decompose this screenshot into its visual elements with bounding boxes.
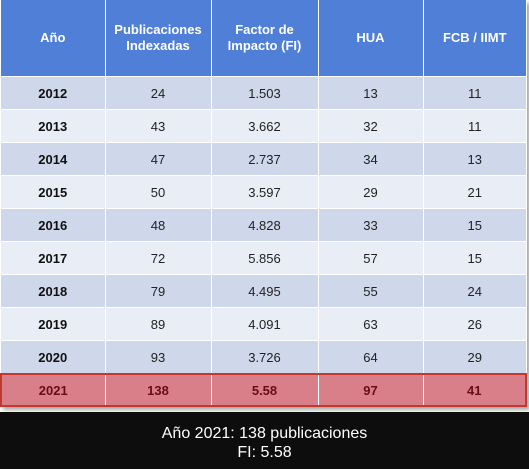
table-body: 2012 24 1.503 13 11 2013 43 3.662 32 11 2014 47 2.73… <box>0 76 527 407</box>
table-row: 2012 24 1.503 13 11 <box>1 76 526 110</box>
cell-year: 2018 <box>1 274 106 308</box>
table-row: 2017 72 5.856 57 15 <box>1 241 526 275</box>
cell-publications: 50 <box>105 175 212 209</box>
cell-year: 2016 <box>1 208 106 242</box>
cell-hua: 64 <box>318 340 424 374</box>
cell-year: 2020 <box>1 340 106 374</box>
cell-fcb-iimt: 29 <box>423 340 526 374</box>
cell-fcb-iimt: 11 <box>423 76 526 110</box>
cell-impact-factor: 3.597 <box>211 175 319 209</box>
cell-impact-factor: 3.662 <box>211 109 319 143</box>
cell-publications: 138 <box>105 373 212 407</box>
cell-impact-factor: 3.726 <box>211 340 319 374</box>
cell-impact-factor: 5.58 <box>211 373 319 407</box>
publications-table: Año Publicaciones Indexadas Factor de Im… <box>0 0 527 407</box>
cell-publications: 48 <box>105 208 212 242</box>
cell-fcb-iimt: 11 <box>423 109 526 143</box>
cell-year: 2021 <box>0 373 106 407</box>
cell-impact-factor: 4.828 <box>211 208 319 242</box>
header-impact-factor: Factor de Impacto (FI) <box>211 0 319 77</box>
summary-caption: Año 2021: 138 publicaciones FI: 5.58 <box>0 412 529 469</box>
cell-year: 2015 <box>1 175 106 209</box>
cell-publications: 43 <box>105 109 212 143</box>
cell-impact-factor: 4.495 <box>211 274 319 308</box>
header-year: Año <box>1 0 106 77</box>
cell-hua: 55 <box>318 274 424 308</box>
cell-year: 2014 <box>1 142 106 176</box>
caption-line-1: Año 2021: 138 publicaciones <box>161 425 368 442</box>
cell-hua: 63 <box>318 307 424 341</box>
cell-impact-factor: 1.503 <box>211 76 319 110</box>
cell-hua: 13 <box>318 76 424 110</box>
cell-year: 2017 <box>1 241 106 275</box>
caption-line-2: FI: 5.58 <box>237 444 292 461</box>
table-row: 2015 50 3.597 29 21 <box>1 175 526 209</box>
cell-publications: 47 <box>105 142 212 176</box>
table-row: 2016 48 4.828 33 15 <box>1 208 526 242</box>
cell-hua: 32 <box>318 109 424 143</box>
cell-hua: 33 <box>318 208 424 242</box>
table-row-highlighted: 2021 138 5.58 97 41 <box>0 373 527 407</box>
cell-hua: 57 <box>318 241 424 275</box>
table-row: 2018 79 4.495 55 24 <box>1 274 526 308</box>
header-fcb-iimt: FCB / IIMT <box>423 0 526 77</box>
cell-publications: 72 <box>105 241 212 275</box>
cell-fcb-iimt: 21 <box>423 175 526 209</box>
cell-fcb-iimt: 15 <box>423 241 526 275</box>
cell-year: 2012 <box>1 76 106 110</box>
cell-fcb-iimt: 13 <box>423 142 526 176</box>
table-row: 2019 89 4.091 63 26 <box>1 307 526 341</box>
cell-publications: 93 <box>105 340 212 374</box>
cell-year: 2019 <box>1 307 106 341</box>
cell-hua: 34 <box>318 142 424 176</box>
cell-impact-factor: 2.737 <box>211 142 319 176</box>
cell-fcb-iimt: 24 <box>423 274 526 308</box>
table-row: 2020 93 3.726 64 29 <box>1 340 526 374</box>
cell-hua: 97 <box>318 373 424 407</box>
cell-fcb-iimt: 15 <box>423 208 526 242</box>
cell-hua: 29 <box>318 175 424 209</box>
header-publications: Publicaciones Indexadas <box>105 0 212 77</box>
header-hua: HUA <box>318 0 424 77</box>
cell-fcb-iimt: 41 <box>423 373 527 407</box>
header-row: Año Publicaciones Indexadas Factor de Im… <box>1 0 526 77</box>
cell-impact-factor: 4.091 <box>211 307 319 341</box>
cell-publications: 89 <box>105 307 212 341</box>
cell-impact-factor: 5.856 <box>211 241 319 275</box>
cell-fcb-iimt: 26 <box>423 307 526 341</box>
cell-publications: 79 <box>105 274 212 308</box>
table-header: Año Publicaciones Indexadas Factor de Im… <box>1 0 526 77</box>
cell-year: 2013 <box>1 109 106 143</box>
cell-publications: 24 <box>105 76 212 110</box>
table-row: 2013 43 3.662 32 11 <box>1 109 526 143</box>
data-table-container: Año Publicaciones Indexadas Factor de Im… <box>0 0 527 407</box>
table-row: 2014 47 2.737 34 13 <box>1 142 526 176</box>
